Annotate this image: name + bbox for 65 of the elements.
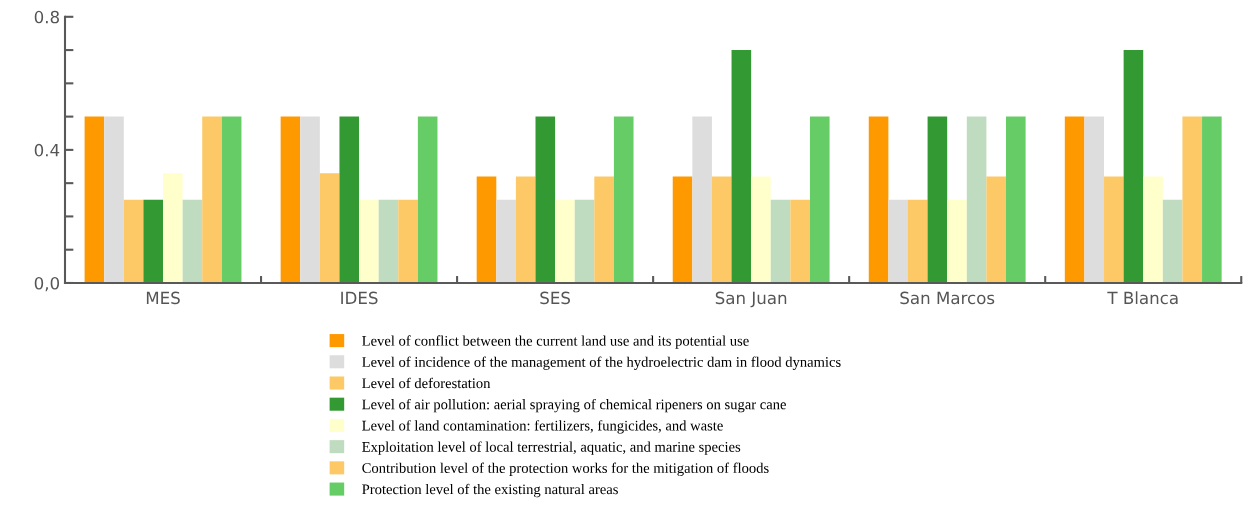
bar xyxy=(1104,176,1124,283)
bar xyxy=(927,116,948,283)
x-tick-label: IDES xyxy=(341,291,378,305)
bar xyxy=(476,176,497,283)
bar xyxy=(790,199,810,283)
bar xyxy=(888,199,908,283)
legend-label: Level of air pollution: aerial spraying of chemical ripeners on sugar cane xyxy=(362,398,786,413)
x-tick-label: San Marcos xyxy=(900,291,995,305)
bar xyxy=(378,199,399,283)
bar xyxy=(966,116,987,283)
bar xyxy=(751,176,771,283)
bar xyxy=(594,176,614,283)
bar xyxy=(123,199,144,283)
bar xyxy=(1006,116,1026,283)
bar xyxy=(496,199,516,283)
legend-label: Contribution level of the protection works for the mitigation of floods xyxy=(362,462,769,476)
bar xyxy=(535,116,556,283)
bar xyxy=(398,199,418,283)
bar xyxy=(1084,116,1105,283)
bar xyxy=(986,176,1006,283)
bar xyxy=(221,116,242,283)
bar xyxy=(1202,116,1222,283)
bar xyxy=(300,116,320,283)
legend-label: Level of land contamination: fertilizers, fungicides, and waste xyxy=(362,420,723,434)
bar xyxy=(613,116,634,283)
x-tick-label: San Juan xyxy=(715,291,787,308)
bar xyxy=(339,116,360,283)
bar xyxy=(1064,116,1085,283)
bar xyxy=(711,176,732,283)
bar xyxy=(163,173,183,283)
bar xyxy=(359,199,379,283)
bar xyxy=(417,116,438,283)
y-tick-label: 0.4 xyxy=(34,143,60,157)
legend-label: Exploitation level of local terrestrial, aquatic, and marine species xyxy=(362,441,741,455)
x-tick-label: MES xyxy=(146,291,180,305)
bar xyxy=(515,176,536,283)
bar xyxy=(947,199,967,283)
y-tick-label: 0,0 xyxy=(34,276,60,292)
bar xyxy=(1182,116,1203,283)
bar xyxy=(907,199,928,283)
legend-label: Protection level of the existing natural areas xyxy=(362,483,618,498)
legend-label: Level of conflict between the current land use and its potential use xyxy=(362,335,749,349)
bar xyxy=(84,116,105,283)
bar xyxy=(202,116,222,283)
bar xyxy=(731,50,752,283)
bar xyxy=(692,116,712,283)
bar xyxy=(319,173,340,283)
legend-label: Level of deforestation xyxy=(362,377,491,389)
bar xyxy=(143,199,164,283)
bar xyxy=(182,199,203,283)
bar xyxy=(280,116,301,283)
bar xyxy=(104,116,124,283)
bar xyxy=(868,116,889,283)
x-tick-label: SES xyxy=(540,291,571,305)
bar xyxy=(809,116,830,283)
bar xyxy=(555,199,575,283)
bar xyxy=(1123,50,1144,283)
bar xyxy=(1143,176,1163,283)
bar xyxy=(1162,199,1183,283)
y-tick-label: 0.8 xyxy=(34,10,59,24)
legend-label: Level of incidence of the management of the hydroelectric dam in flood dynamics xyxy=(362,356,841,370)
x-tick-label: T Blanca xyxy=(1107,291,1178,305)
bar xyxy=(672,176,693,283)
bar xyxy=(574,199,595,283)
bar xyxy=(770,199,791,283)
